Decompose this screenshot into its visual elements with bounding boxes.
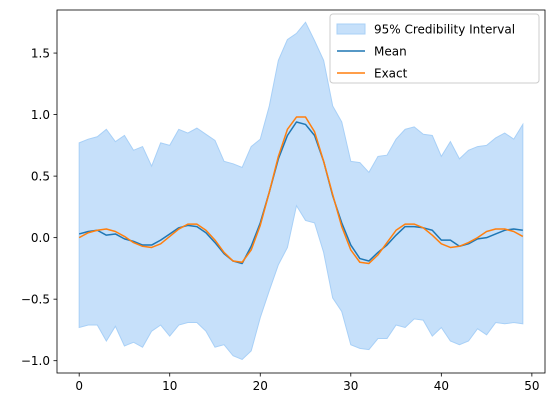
legend-box	[329, 13, 540, 84]
y-tick-label: 1.5	[31, 46, 50, 60]
x-tick-label: 50	[524, 379, 539, 393]
plot-frame	[56, 9, 546, 374]
y-tick-label: 0.5	[31, 169, 50, 183]
y-tick-label: −1.0	[21, 354, 50, 368]
legend: 95% Credibility Interval Mean Exact	[329, 13, 540, 84]
y-tick-label: −0.5	[21, 292, 50, 306]
series-lines-layer	[78, 116, 524, 265]
x-tick-label: 20	[253, 379, 268, 393]
legend-label-exact: Exact	[374, 66, 408, 80]
legend-swatch-95-credibility-interval	[336, 23, 366, 35]
x-tick-label: 0	[75, 379, 83, 393]
credibility-band-layer	[78, 21, 524, 361]
y-tick-label: 0.0	[31, 231, 50, 245]
y-axis: −1.0 −0.5 0.0 0.5 1.0 1.5	[21, 46, 57, 368]
series-line-mean	[78, 121, 523, 265]
y-tick-label: 1.0	[31, 108, 50, 122]
x-tick-label: 40	[434, 379, 449, 393]
x-tick-label: 30	[343, 379, 358, 393]
legend-label-mean: Mean	[374, 44, 407, 58]
x-axis: 0 10 20 30 40 50	[75, 373, 540, 393]
credibility-interval-band	[78, 21, 524, 361]
x-tick-label: 10	[162, 379, 177, 393]
legend-label-95-credibility-interval: 95% Credibility Interval	[374, 22, 515, 36]
series-line-exact	[78, 116, 524, 265]
